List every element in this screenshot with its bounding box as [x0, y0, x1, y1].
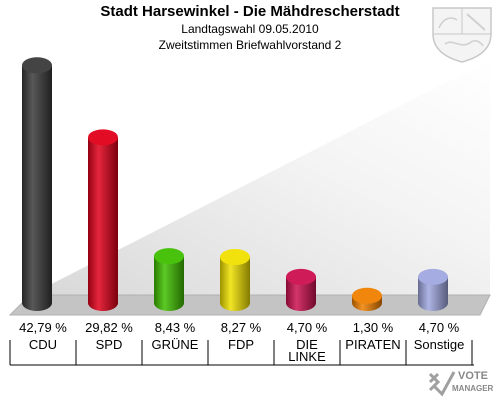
value-label: 42,79 % — [19, 320, 67, 335]
category-label: Sonstige — [414, 337, 465, 352]
chart-subtitle: Landtagswahl 09.05.2010 — [181, 22, 319, 36]
value-label: 29,82 % — [85, 320, 133, 335]
bar-top-grüne — [154, 248, 184, 265]
category-label: SPD — [96, 337, 123, 352]
category-label: DIE — [296, 337, 318, 352]
chart-subtitle-2: Zweitstimmen Briefwahlvorstand 2 — [158, 38, 342, 52]
bar-top-fdp — [220, 249, 250, 266]
bar-grüne — [154, 256, 184, 311]
logo-text-vote: VOTE — [458, 370, 488, 382]
bar-top-die-linke — [286, 268, 316, 285]
bar-spd — [88, 137, 118, 311]
value-label: 1,30 % — [353, 320, 394, 335]
bar-top-cdu — [22, 57, 52, 74]
bar-top-spd — [88, 129, 118, 146]
nrw-coat-of-arms-icon — [432, 7, 492, 63]
chart-title: Stadt Harsewinkel - Die Mähdrescherstadt — [100, 3, 400, 20]
bar-fdp — [220, 257, 250, 311]
value-label: 4,70 % — [419, 320, 460, 335]
bar-sonstige — [418, 276, 448, 311]
value-label: 4,70 % — [287, 320, 328, 335]
vote-manager-logo — [428, 371, 456, 397]
category-label: FDP — [228, 337, 254, 352]
bar-cdu — [22, 65, 52, 312]
category-label: PIRATEN — [345, 337, 400, 352]
bar-top-sonstige — [418, 268, 448, 285]
bar-top-piraten — [352, 287, 382, 304]
category-label: CDU — [29, 337, 57, 352]
logo-text-manager: MANAGER — [452, 384, 494, 393]
category-label: LINKE — [288, 349, 326, 364]
value-label: 8,27 % — [221, 320, 262, 335]
background-wedge — [30, 60, 490, 295]
value-label: 8,43 % — [155, 320, 196, 335]
category-label: GRÜNE — [152, 337, 199, 352]
bar-die-linke — [286, 276, 316, 311]
